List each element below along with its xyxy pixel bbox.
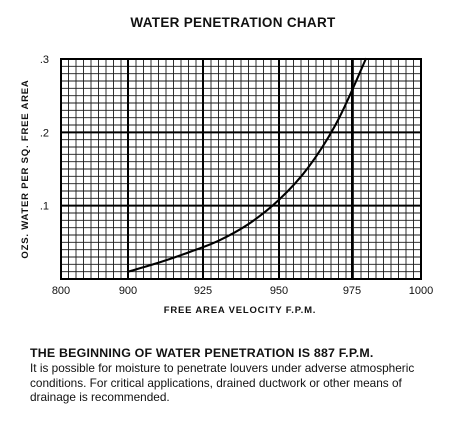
y-axis-label: OZS. WATER PER SQ. FREE AREA — [20, 79, 31, 258]
y-tick-label: .2 — [40, 127, 49, 139]
note-body: It is possible for moisture to penetrate… — [30, 361, 415, 405]
water-penetration-note: THE BEGINNING OF WATER PENETRATION IS 88… — [30, 346, 450, 405]
x-tick-label: 800 — [52, 285, 70, 297]
y-tick-label: .1 — [40, 201, 49, 213]
y-tick-label: .3 — [40, 54, 49, 66]
chart-grid — [60, 58, 422, 280]
x-tick-label: 1000 — [409, 285, 433, 297]
x-axis-label: FREE AREA VELOCITY F.P.M. — [164, 305, 317, 316]
chart-title: WATER PENETRATION CHART — [130, 15, 336, 30]
x-tick-label: 900 — [119, 285, 137, 297]
chart-series — [126, 57, 367, 273]
plot-frame — [60, 58, 422, 280]
note-heading: THE BEGINNING OF WATER PENETRATION IS 88… — [30, 346, 374, 360]
x-tick-label: 925 — [194, 285, 212, 297]
x-tick-label: 950 — [270, 285, 288, 297]
penetration-curve — [126, 57, 367, 273]
chart-ticks: 800 900 925 950 975 1000 .1 .2 .3 — [40, 54, 433, 297]
water-penetration-chart: WATER PENETRATION CHART 800 900 925 950 975 1… — [20, 15, 433, 316]
x-tick-label: 975 — [343, 285, 361, 297]
